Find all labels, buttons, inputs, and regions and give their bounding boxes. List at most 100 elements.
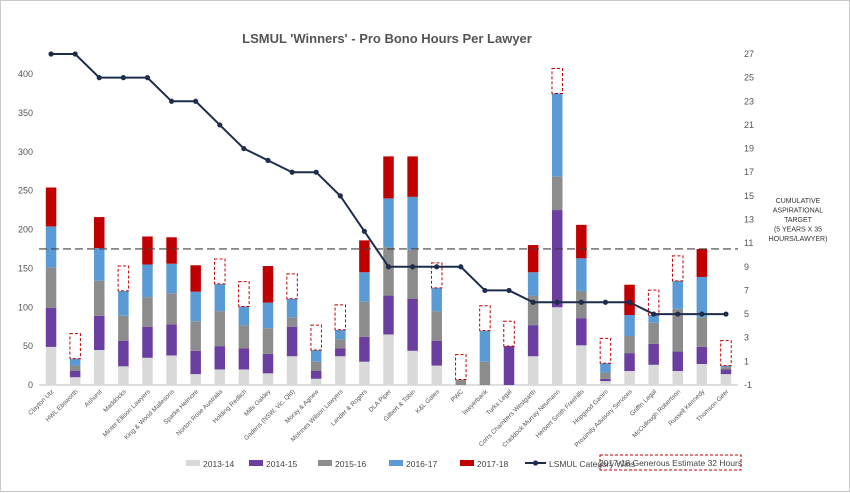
y-left-tick-label: 350 [18,108,33,118]
legend-label: 2017-18 [477,459,508,469]
bar-segment [407,196,418,250]
y-left-tick-label: 50 [23,341,33,351]
bar-segment [720,369,732,375]
y-left-tick-label: 200 [18,225,33,235]
bar-segment [576,318,587,346]
estimate-box [503,320,515,347]
estimate-box [720,340,732,367]
bar-segment [407,156,418,197]
y-left-tick-label: 250 [18,186,33,196]
bar-segment [503,346,515,385]
bar-segment [190,265,201,292]
y-right-tick-label: 19 [744,144,754,154]
estimate-box [117,265,130,292]
legend-label: LSMUL Category Wins [549,459,635,469]
bar-segment [45,226,57,268]
wins-line-point [217,122,223,128]
bar-segment [166,324,177,356]
bar-segment [696,276,708,318]
wins-line-point [434,264,440,270]
bar-segment [624,336,635,354]
y-right-tick-label: 15 [744,191,754,201]
bar-segment [94,315,105,351]
estimate-box [551,68,563,94]
estimate-box [69,333,81,360]
legend-swatch [389,460,403,466]
wins-line-point [410,264,416,270]
bar-segment [624,315,635,337]
bar-segment [45,308,57,347]
bar-segment [118,366,129,385]
wins-line-point [626,299,633,305]
legend-swatch [460,460,474,466]
y-right-tick-label: 1 [744,356,749,366]
axes: 050100150200250300350400-113579111315171… [18,49,754,390]
bar-segment [94,280,105,316]
bar-segment [624,353,635,372]
bar-segment [383,334,394,385]
bars [45,93,732,385]
estimate-box [238,281,250,307]
wins-line-point [289,169,295,175]
category-wins-line [48,51,729,317]
bar-segment [648,364,659,385]
bar-segment [214,311,226,347]
wins-line-point [578,299,584,305]
bar-segment [238,369,250,385]
bar-segment [286,317,298,327]
target-annotation: CUMULATIVE ASPIRATIONAL TARGET (5 YEARS X 3… [769,198,828,243]
y-left-tick-label: 0 [28,380,33,390]
bar-segment [310,350,322,362]
bar-segment [600,381,611,385]
bar-segment [238,306,250,326]
estimate-box [334,304,347,331]
bar-segment [696,317,708,347]
wins-line-point [723,311,729,317]
bar-segment [527,325,539,357]
wins-line-point [120,75,126,81]
bar-segment [672,351,683,372]
estimate-box [286,273,298,300]
wins-line-point [48,51,54,57]
bar-segment [166,263,177,294]
bar-segment [720,365,732,368]
bar-segment [383,156,394,199]
y-right-tick-label: 17 [744,167,754,177]
bar-segment [310,371,322,379]
wins-line-point [144,75,151,81]
category-label: Norton Rose Australia [175,388,224,437]
wins-line-point [651,311,657,317]
chart-title: LSMUL 'Winners' - Pro Bono Hours Per Law… [242,31,532,46]
bar-segment [600,363,611,373]
estimate-box [599,337,612,364]
legend-swatch [186,460,200,466]
bar-segment [551,176,563,211]
wins-line-point [458,264,464,270]
bar-segment [262,302,274,329]
bar-segment [69,358,81,366]
wins-line-point [506,287,512,294]
bar-segment [286,326,298,357]
bar-segment [142,357,153,385]
estimate-box [455,354,467,381]
bar-segment [672,371,683,385]
bar-segment [335,339,346,349]
wins-line-point [337,193,343,199]
category-label: Minter Ellison Lawyers [102,388,152,438]
bar-segment [407,249,418,299]
y-right-tick-label: 13 [744,215,754,225]
bar-segment [527,272,539,296]
bar-segment [696,346,708,365]
wins-line-point [96,75,102,81]
bar-segment [527,295,539,326]
bar-segment [455,379,467,385]
bar-segment [335,348,346,357]
bar-segment [551,307,563,385]
y-left-tick-label: 400 [18,69,33,79]
bar-segment [142,297,153,327]
bar-segment [214,346,226,370]
wins-line-point [168,98,175,104]
bar-segment [648,343,659,365]
